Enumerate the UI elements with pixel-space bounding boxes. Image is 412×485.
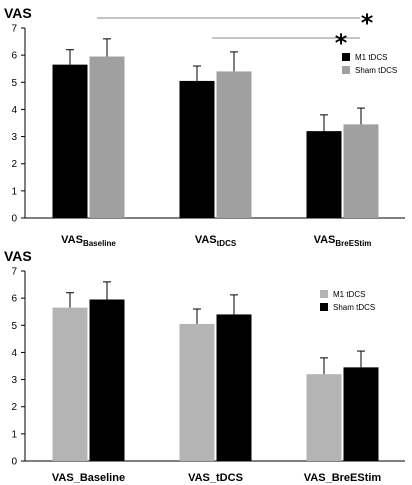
- legend-label: M1 tDCS: [333, 290, 365, 299]
- bar: [307, 131, 342, 218]
- legend-label: Sham tDCS: [355, 66, 397, 75]
- x-category-label: VASBreEStim: [314, 234, 372, 248]
- x-category-label: VASBaseline: [61, 234, 116, 248]
- bar: [217, 71, 252, 218]
- y-tick-label: 4: [11, 105, 17, 116]
- y-tick-label: 1: [11, 186, 17, 197]
- legend-label: M1 tDCS: [355, 53, 387, 62]
- y-tick-label: 7: [11, 24, 17, 35]
- chart-2: VAS 0 1 2 3 4 5 6 7 VAS_Baseline VAS_tDCS VAS_BreES…: [4, 248, 405, 484]
- y-tick-label: 4: [11, 348, 17, 359]
- chart-1: VAS 0 1 2 3 4 5 6 7 VASBaseline VAStDCS VASBreEStim…: [4, 5, 405, 248]
- bar: [180, 324, 215, 461]
- x-category-label: VAS_tDCS: [188, 472, 243, 484]
- bar: [90, 57, 125, 219]
- x-category-label: VAS_BreEStim: [304, 472, 382, 484]
- x-category-label: VAStDCS: [195, 234, 237, 248]
- legend-swatch: [320, 303, 328, 311]
- bar: [180, 81, 215, 218]
- y-tick-label: 6: [11, 51, 17, 62]
- y-tick-label: 1: [11, 429, 17, 440]
- y-tick-label: 2: [11, 159, 17, 170]
- x-category-label: VAS_Baseline: [52, 472, 125, 484]
- bar: [307, 374, 342, 461]
- significance-marker: *: [335, 29, 348, 57]
- y-tick-label: 5: [11, 321, 17, 332]
- y-tick-label: 6: [11, 294, 17, 305]
- y-tick-label: 2: [11, 402, 17, 413]
- legend-swatch: [320, 290, 328, 298]
- y-tick-label: 3: [11, 375, 17, 386]
- y-tick-label: 7: [11, 267, 17, 278]
- y-axis-label: VAS: [4, 248, 32, 264]
- legend-label: Sham tDCS: [333, 303, 375, 312]
- y-tick-label: 5: [11, 78, 17, 89]
- bar: [344, 367, 379, 461]
- significance-marker: *: [361, 9, 374, 37]
- bar: [217, 314, 252, 461]
- legend-swatch: [342, 66, 350, 74]
- bar: [90, 300, 125, 462]
- y-tick-label: 3: [11, 132, 17, 143]
- bar: [344, 124, 379, 218]
- y-tick-label: 0: [11, 214, 17, 225]
- y-tick-label: 0: [11, 457, 17, 468]
- bar: [53, 65, 88, 218]
- y-axis-label: VAS: [4, 5, 32, 21]
- bar: [53, 308, 88, 461]
